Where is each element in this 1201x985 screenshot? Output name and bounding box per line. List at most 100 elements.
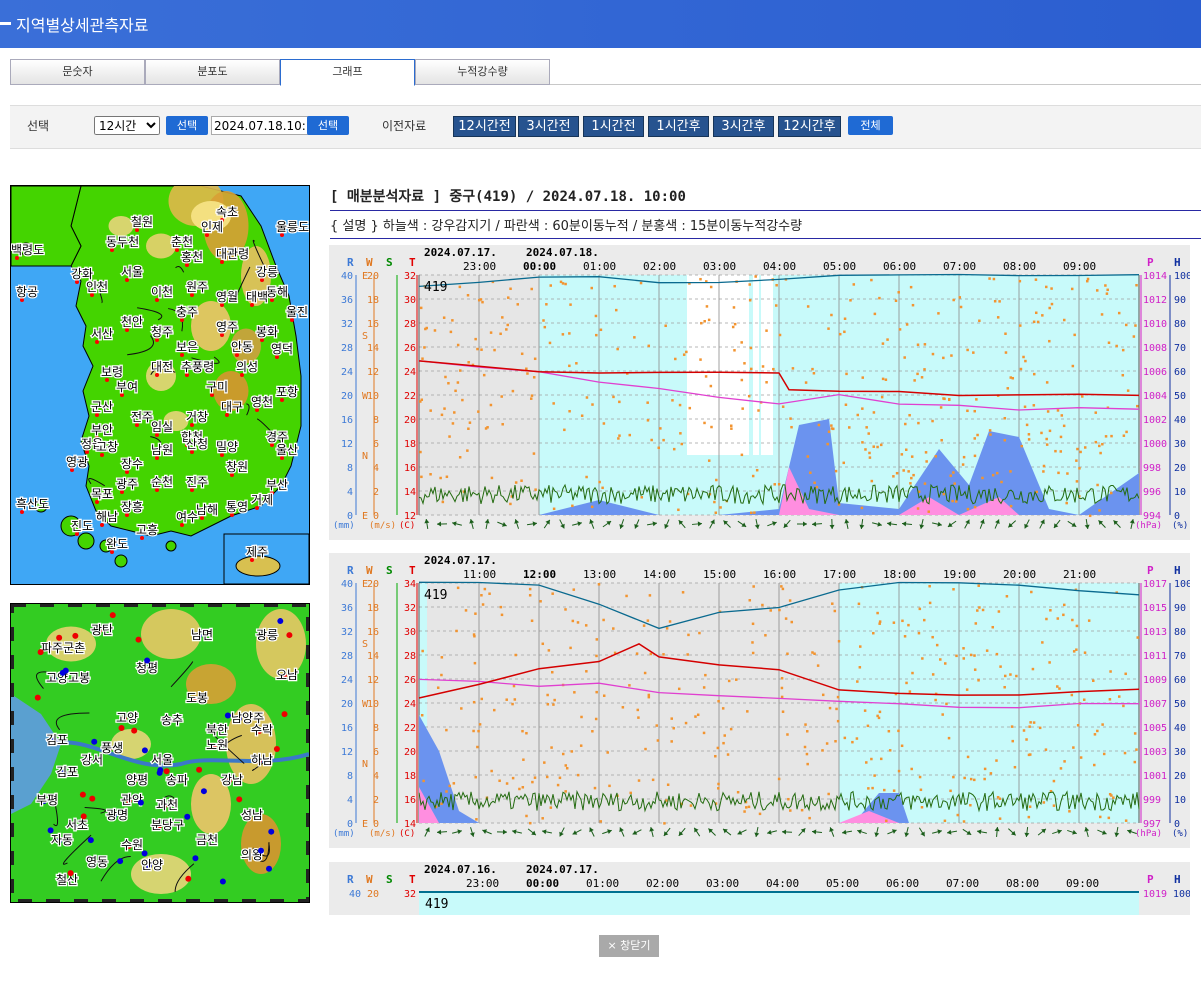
district-label: 남양주 xyxy=(231,711,264,725)
close-window-button[interactable]: × 창닫기 xyxy=(599,935,659,957)
wind-arrow-head xyxy=(937,829,942,835)
back-3h-button[interactable]: 3시간전 xyxy=(518,116,579,137)
wind-direction-dot xyxy=(721,707,725,710)
t-tick: 34 xyxy=(404,579,416,590)
wind-direction-dot xyxy=(978,606,981,609)
wind-arrow-head xyxy=(904,832,910,837)
temperature-line xyxy=(418,360,1140,397)
tab-underline xyxy=(10,84,1201,85)
mountain-area xyxy=(108,216,134,236)
wind-arrow xyxy=(496,829,508,835)
wind-direction-dot xyxy=(1028,725,1031,728)
period-select-button[interactable]: 선택 xyxy=(166,116,208,135)
wind-arrow-head xyxy=(1053,523,1059,528)
wind-direction-dot xyxy=(732,306,736,309)
r-unit: (mm) xyxy=(333,829,355,839)
station-dot xyxy=(71,823,77,829)
wind-direction-dot xyxy=(991,625,995,629)
station-dot xyxy=(224,712,231,719)
station-dot xyxy=(137,799,144,806)
wind-direction-dot xyxy=(927,510,931,513)
tab-distribution[interactable]: 분포도 xyxy=(145,59,280,85)
tab-graph[interactable]: 그래프 xyxy=(280,59,415,86)
wind-direction-dot xyxy=(1136,636,1139,639)
wind-direction-dot xyxy=(885,819,888,823)
wind-direction-dot xyxy=(973,505,977,509)
wind-direction-dot xyxy=(534,488,537,491)
wind-arrow xyxy=(512,829,522,835)
wind-arrow xyxy=(1129,519,1135,529)
wind-direction-dot xyxy=(1073,333,1076,337)
wind-direction-dot xyxy=(727,679,731,683)
wind-arrow-head xyxy=(812,829,817,835)
station-dot xyxy=(109,612,116,619)
station-dot xyxy=(91,738,98,745)
wind-direction-dot xyxy=(1133,760,1137,764)
date-select-button[interactable]: 선택 xyxy=(307,116,349,135)
wind-direction-dot xyxy=(791,367,795,370)
wind-direction-dot xyxy=(991,473,995,477)
wind-direction-dot xyxy=(744,800,748,804)
all-button[interactable]: 전체 xyxy=(848,116,893,135)
wind-direction-dot xyxy=(830,313,833,317)
wind-direction-dot xyxy=(1108,792,1112,796)
wind-direction-dot xyxy=(628,433,632,437)
wind-direction-dot xyxy=(564,608,567,611)
wind-direction-dot xyxy=(993,299,997,303)
wind-direction-dot xyxy=(983,767,987,771)
wind-arrow xyxy=(932,521,942,527)
wind-arrow xyxy=(962,828,972,836)
wind-direction-dot xyxy=(564,764,568,767)
date-input[interactable] xyxy=(211,116,309,135)
wind-arrow-head xyxy=(1040,519,1045,525)
wind-arrow-head xyxy=(842,829,847,835)
axis-header-w: W xyxy=(366,873,373,886)
wind-arrow-head xyxy=(723,520,729,526)
wind-direction-dot xyxy=(656,739,660,742)
wind-direction-dot xyxy=(486,426,489,429)
wind-direction-dot xyxy=(1038,726,1042,730)
wind-arrow-head xyxy=(1129,519,1135,524)
seoul-region-map[interactable]: 광탄 남면 광릉 파주군촌 청평 고양고봉 오남 도봉 고양 남양주 송추 북한 수락 김포 노원 풍생 강서 하… xyxy=(10,603,310,903)
rain-sensor-area xyxy=(419,583,427,823)
wind-arrow xyxy=(424,518,430,530)
wind-direction-dot xyxy=(1050,302,1054,306)
wind-direction-dot xyxy=(648,594,652,597)
wind-direction-dot xyxy=(643,671,647,675)
forward-12h-button[interactable]: 12시간후 xyxy=(778,116,841,137)
tab-accumulated-rain[interactable]: 누적강수량 xyxy=(415,59,550,85)
p-tick: 1009 xyxy=(1143,675,1167,686)
korea-map[interactable]: 철원 속초 인제 춘천 울릉도 홍천 백령도 동두천 대관령 강화 서울 강릉 항공 인천 이천 원주 동해 충주… xyxy=(10,185,310,585)
station-dot xyxy=(226,778,232,784)
forward-3h-button[interactable]: 3시간후 xyxy=(713,116,774,137)
p-tick: 1005 xyxy=(1143,723,1167,734)
wind-direction-dot xyxy=(811,651,814,654)
wind-direction-dot xyxy=(456,586,460,590)
tab-numbers[interactable]: 문숫자 xyxy=(10,59,145,85)
period-select[interactable]: 12시간 xyxy=(94,116,160,135)
station-dot xyxy=(270,491,274,495)
city-label: 목포 xyxy=(91,487,113,501)
district-border xyxy=(218,734,242,752)
back-12h-button[interactable]: 12시간전 xyxy=(453,116,516,137)
wind-direction-dot xyxy=(565,766,569,770)
back-1h-button[interactable]: 1시간전 xyxy=(583,116,644,137)
wind-arrow-head xyxy=(1008,522,1013,528)
station-dot xyxy=(90,293,94,297)
x-tick-label: 23:00 xyxy=(463,260,496,273)
wind-direction-dot xyxy=(1098,444,1101,448)
province-border xyxy=(88,478,106,487)
x-tick-label: 08:00 xyxy=(1003,260,1036,273)
wind-direction-dot xyxy=(1101,442,1104,446)
wind-direction-dot xyxy=(1025,423,1029,427)
mountain-area xyxy=(186,664,236,704)
wind-direction-dot xyxy=(910,476,913,480)
wind-arrow-head xyxy=(619,827,624,833)
wind-direction-dot xyxy=(489,403,493,407)
wind-direction-dot xyxy=(1062,613,1065,617)
mountain-area xyxy=(256,609,306,679)
forward-1h-button[interactable]: 1시간후 xyxy=(648,116,709,137)
w-tick: 20 xyxy=(367,579,379,590)
station-dot xyxy=(275,355,279,359)
temperature-line xyxy=(418,643,1140,699)
